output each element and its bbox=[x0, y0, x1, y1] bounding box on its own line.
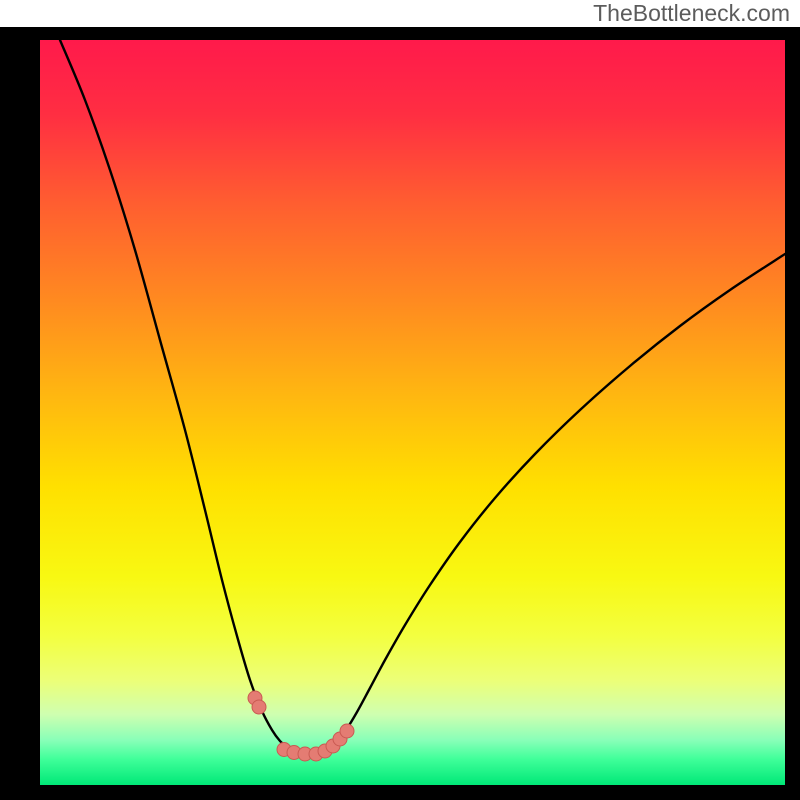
watermark-text: TheBottleneck.com bbox=[593, 0, 790, 27]
data-marker bbox=[252, 700, 266, 714]
chart-frame: TheBottleneck.com bbox=[0, 0, 800, 800]
chart-plot-area bbox=[40, 40, 785, 785]
data-marker bbox=[340, 724, 354, 738]
chart-svg-layer bbox=[40, 40, 785, 785]
bottleneck-curve bbox=[60, 40, 785, 755]
